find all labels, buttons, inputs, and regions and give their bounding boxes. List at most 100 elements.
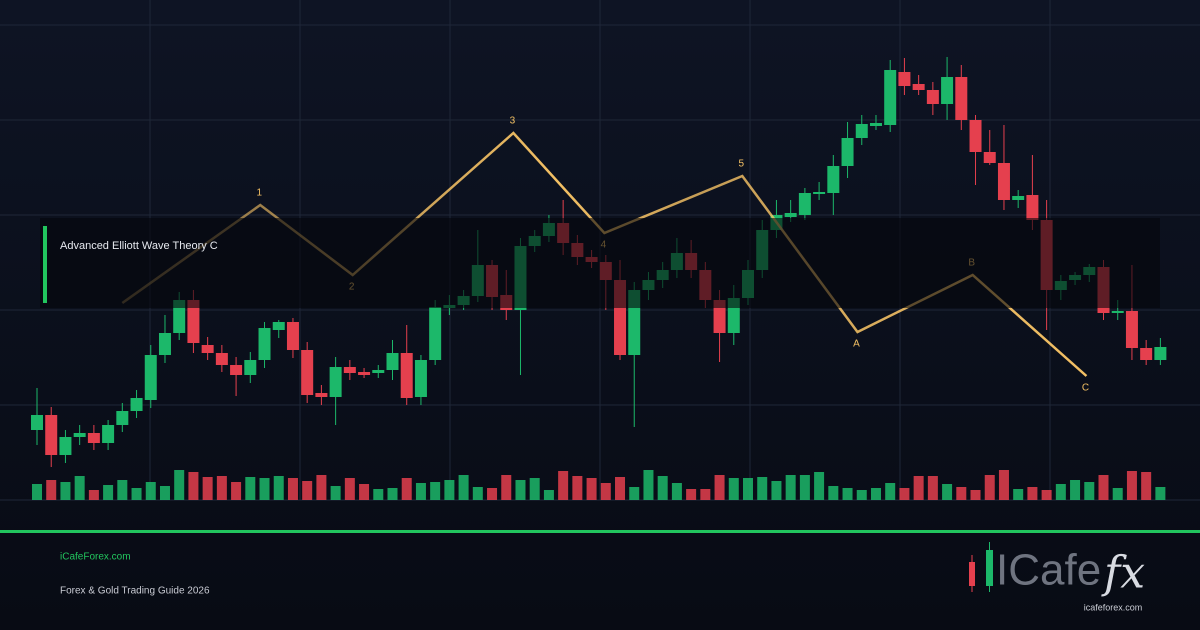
volume-bar <box>714 475 725 500</box>
candle-body <box>414 360 427 397</box>
candle-body <box>215 353 228 365</box>
volume-bar <box>88 490 99 500</box>
volume-bar <box>913 476 924 500</box>
divider <box>0 530 1200 533</box>
volume-bar <box>743 478 753 500</box>
volume-bar <box>458 475 469 500</box>
candle-body <box>187 300 200 343</box>
volume-bar <box>529 478 540 500</box>
volume-bar <box>686 489 697 500</box>
candle-body <box>158 333 171 355</box>
candle-body <box>230 365 243 375</box>
volume-bar <box>444 480 455 500</box>
volume-bar <box>330 486 341 500</box>
candle-body <box>73 433 86 437</box>
candle-body <box>827 166 840 193</box>
volume-bar <box>757 477 768 500</box>
volume-bar <box>103 485 114 500</box>
candle-body <box>358 372 371 375</box>
footer-tagline: Forex & Gold Trading Guide 2026 <box>60 586 210 597</box>
candle-body <box>869 123 882 126</box>
volume-bar <box>373 489 384 500</box>
volume-bar <box>60 482 71 500</box>
candle-body <box>272 322 285 330</box>
volume-bar <box>942 484 953 500</box>
volume-bar <box>1013 489 1024 500</box>
candle-body <box>1125 311 1138 348</box>
volume-bar <box>543 490 554 500</box>
wave-label: 1 <box>256 188 262 199</box>
volume-bar <box>1098 475 1109 500</box>
logo: ICafe fx icafeforex.com <box>969 542 1145 612</box>
candle-body <box>841 138 854 166</box>
volume-bar <box>629 487 640 500</box>
wave-label: C <box>1082 383 1089 394</box>
volume-bar <box>885 483 896 500</box>
volume-bar <box>316 475 327 500</box>
logo-suffix: fx <box>1101 548 1145 599</box>
candle-body <box>301 350 314 395</box>
candle-body <box>855 124 868 138</box>
volume-bar <box>615 477 626 500</box>
volume-bar <box>287 478 298 500</box>
footer-site: iCafeForex.com <box>60 552 131 563</box>
volume-bar <box>572 476 583 500</box>
candle-body <box>372 370 385 373</box>
candle-body <box>244 360 257 375</box>
candle-body <box>1111 311 1124 313</box>
wave-label: 3 <box>510 116 516 127</box>
overlay-title: Advanced Elliott Wave Theory C <box>60 240 218 252</box>
volume-bar <box>46 480 57 500</box>
volume-bar <box>558 471 569 500</box>
volume-bar <box>1084 482 1095 500</box>
volume-bar <box>586 478 597 500</box>
candle-body <box>884 70 897 125</box>
volume-bar <box>785 475 796 500</box>
volume-bar <box>1041 490 1052 500</box>
candle-body <box>955 77 968 120</box>
candle-body <box>31 415 43 430</box>
overlay-panel: Advanced Elliott Wave Theory C <box>40 218 1160 308</box>
volume-bar <box>1141 472 1152 500</box>
volume-bar <box>273 476 284 500</box>
volume-bar <box>899 488 910 500</box>
candle-body <box>386 353 399 370</box>
candle-body <box>329 367 342 397</box>
volume-bar <box>32 484 42 500</box>
volume-bar <box>771 481 782 500</box>
candle-body <box>784 213 797 217</box>
volume-bar <box>387 488 398 500</box>
candle-body <box>713 300 726 333</box>
candle-body <box>813 192 826 194</box>
volume-bar <box>430 482 441 500</box>
candle-body <box>400 353 413 398</box>
volume-bar <box>415 483 426 500</box>
volume-bar <box>728 478 739 500</box>
volume-bar <box>700 489 711 500</box>
candle-body <box>45 415 58 455</box>
volume-bar <box>984 475 995 500</box>
candle-body <box>926 90 939 104</box>
candle-body <box>130 398 143 411</box>
volume-bar <box>643 470 654 500</box>
volume-bar <box>245 477 256 500</box>
volume-bar <box>998 470 1009 500</box>
candle-body <box>969 120 982 152</box>
volume-bar <box>1070 480 1081 500</box>
candle-body <box>912 84 925 90</box>
volume-bar <box>501 475 512 500</box>
volume-bar <box>159 486 170 500</box>
candle-body <box>144 355 157 400</box>
volume-bar <box>117 480 128 500</box>
volume-bar <box>1112 488 1123 500</box>
volume-bar <box>216 476 227 500</box>
candle-body <box>1026 195 1039 220</box>
volume-bar <box>487 488 498 500</box>
volume-bar <box>814 472 825 500</box>
candle-body <box>343 367 356 373</box>
volume-bar <box>1027 487 1038 500</box>
volume-bar <box>344 478 355 500</box>
wave-label: 5 <box>739 159 745 170</box>
volume-bar <box>401 478 412 500</box>
